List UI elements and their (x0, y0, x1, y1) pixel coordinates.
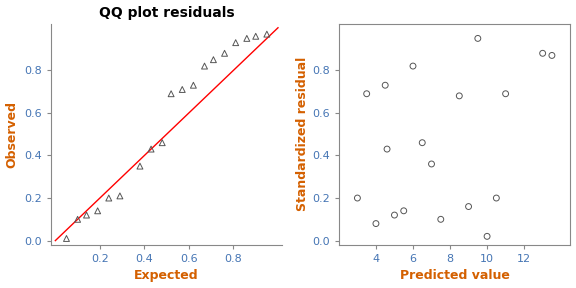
X-axis label: Predicted value: Predicted value (400, 270, 510, 283)
Point (115, 194, 124, 198)
Point (390, 213, 399, 217)
Point (93, 209, 103, 213)
Point (209, 57, 218, 62)
Title: QQ plot residuals: QQ plot residuals (99, 5, 234, 20)
Point (362, 91, 372, 96)
Point (454, 94, 464, 98)
Point (146, 147, 156, 151)
Point (501, 91, 510, 96)
X-axis label: Expected: Expected (134, 270, 199, 283)
Point (436, 217, 445, 222)
Point (262, 32, 271, 37)
Point (382, 147, 392, 151)
Point (177, 87, 187, 92)
Point (492, 196, 501, 200)
Point (82, 213, 91, 217)
Point (242, 36, 252, 41)
Point (372, 221, 381, 226)
Point (538, 51, 547, 56)
Y-axis label: Observed: Observed (6, 101, 18, 168)
Point (189, 83, 198, 88)
Point (158, 140, 167, 145)
Point (464, 204, 473, 209)
Point (104, 196, 113, 200)
Point (473, 36, 483, 41)
Point (418, 140, 427, 145)
Point (483, 234, 492, 239)
Point (200, 64, 209, 68)
Point (73, 217, 82, 222)
Point (220, 51, 229, 56)
Y-axis label: Standardized residual: Standardized residual (296, 57, 309, 211)
Point (166, 91, 176, 96)
Point (62, 236, 71, 241)
Point (427, 162, 436, 166)
Point (135, 164, 145, 168)
Point (353, 196, 362, 200)
Point (399, 209, 408, 213)
Point (231, 40, 240, 45)
Point (408, 64, 418, 68)
Point (251, 34, 260, 39)
Point (381, 83, 390, 88)
Point (547, 53, 556, 58)
